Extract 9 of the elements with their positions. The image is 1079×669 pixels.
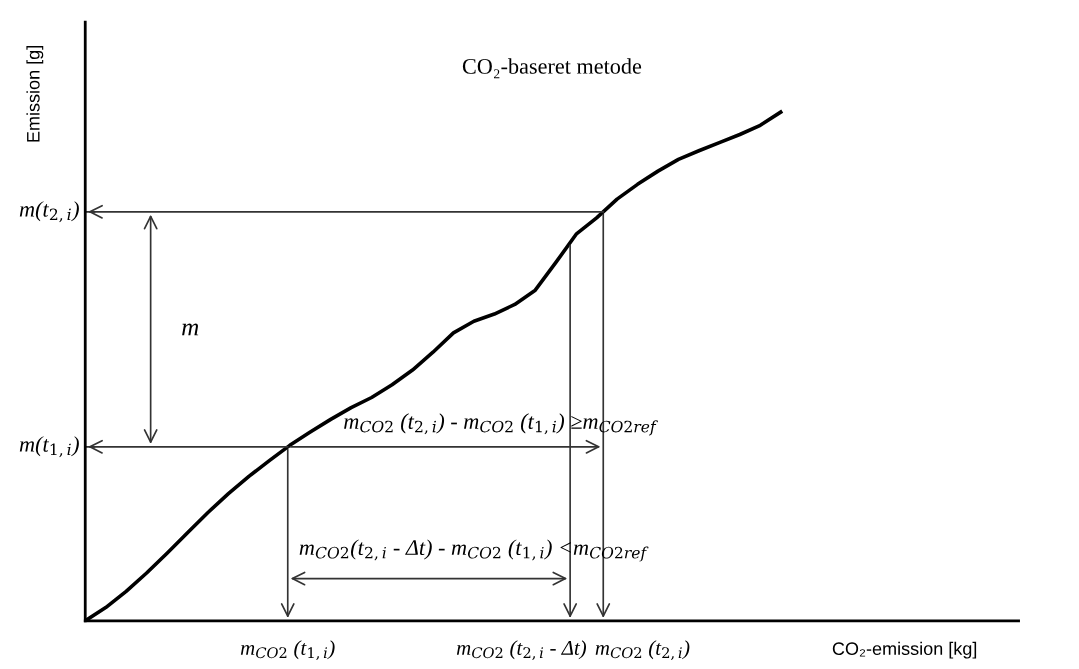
ref-line-label: m(t$_{1,i}$): [19, 436, 79, 458]
chart-title: CO₂-baseret metode: [462, 58, 642, 79]
text: m$_{CO2}$ (t$_{1,i}$): [240, 640, 335, 660]
text: m$_{CO2}$ (t$_{2,i}$ - Δt): [456, 640, 587, 660]
text: m$_{CO2}$ (t$_{2,i}$): [595, 640, 690, 660]
annotation: m: [182, 323, 199, 336]
ref-line-label: m(t$_{2,i}$): [19, 201, 79, 223]
x-axis-title: CO₂-emission [kg]: [832, 641, 977, 659]
y-axis-title: Emission [g]: [26, 46, 44, 142]
